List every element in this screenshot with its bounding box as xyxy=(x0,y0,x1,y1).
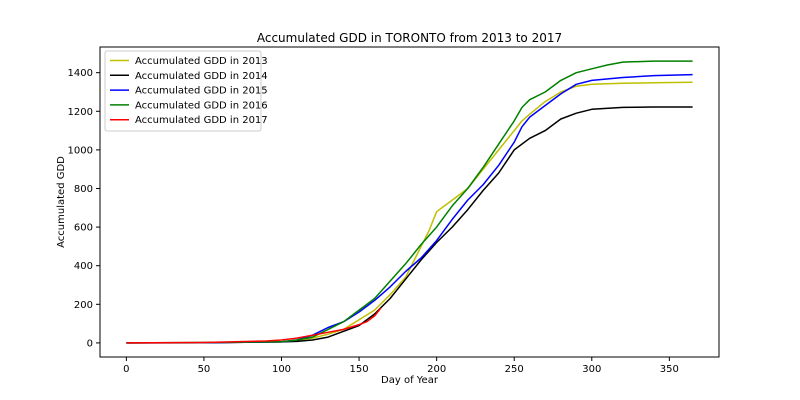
y-tick-label: 0 xyxy=(87,338,93,349)
y-tick-label: 1000 xyxy=(68,145,93,156)
y-tick-label: 600 xyxy=(74,223,93,234)
series-line-3 xyxy=(126,73,693,344)
legend-entry-2: Accumulated GDD in 2014 xyxy=(135,71,268,82)
x-tick-label: 100 xyxy=(272,364,291,375)
y-tick-label: 1200 xyxy=(68,107,93,118)
x-tick-label: 0 xyxy=(123,364,129,375)
x-tick-label: 300 xyxy=(582,364,601,375)
x-tick-label: 50 xyxy=(198,364,211,375)
x-tick-label: 250 xyxy=(505,364,524,375)
axes: 0 50 100 150 200 250 300 350 0 200 400 600 800 1000 12… xyxy=(68,46,720,375)
y-tick-label: 400 xyxy=(74,261,93,272)
legend-entry-3: Accumulated GDD in 2015 xyxy=(135,86,268,97)
x-axis-label: Day of Year xyxy=(381,375,439,386)
chart-title: Accumulated GDD in TORONTO from 2013 to … xyxy=(257,31,562,45)
y-axis-label: Accumulated GDD xyxy=(56,156,67,248)
x-tick-label: 200 xyxy=(427,364,446,375)
y-tick-label: 800 xyxy=(74,184,93,195)
y-tick-label: 200 xyxy=(74,300,93,311)
series-line-2 xyxy=(126,106,693,344)
y-tick-label: 1400 xyxy=(68,68,93,79)
legend-box xyxy=(104,50,262,132)
plot-lines xyxy=(126,60,693,344)
legend-entry-4: Accumulated GDD in 2016 xyxy=(135,100,268,111)
legend-entry-1: Accumulated GDD in 2013 xyxy=(135,56,268,67)
plot-frame xyxy=(99,46,720,358)
series-line-5 xyxy=(126,307,382,344)
legend-entry-5: Accumulated GDD in 2017 xyxy=(135,115,268,126)
x-tick-label: 150 xyxy=(350,364,369,375)
legend: Accumulated GDD in 2013 Accumulated GDD i… xyxy=(104,50,268,132)
x-tick-label: 350 xyxy=(660,364,679,375)
